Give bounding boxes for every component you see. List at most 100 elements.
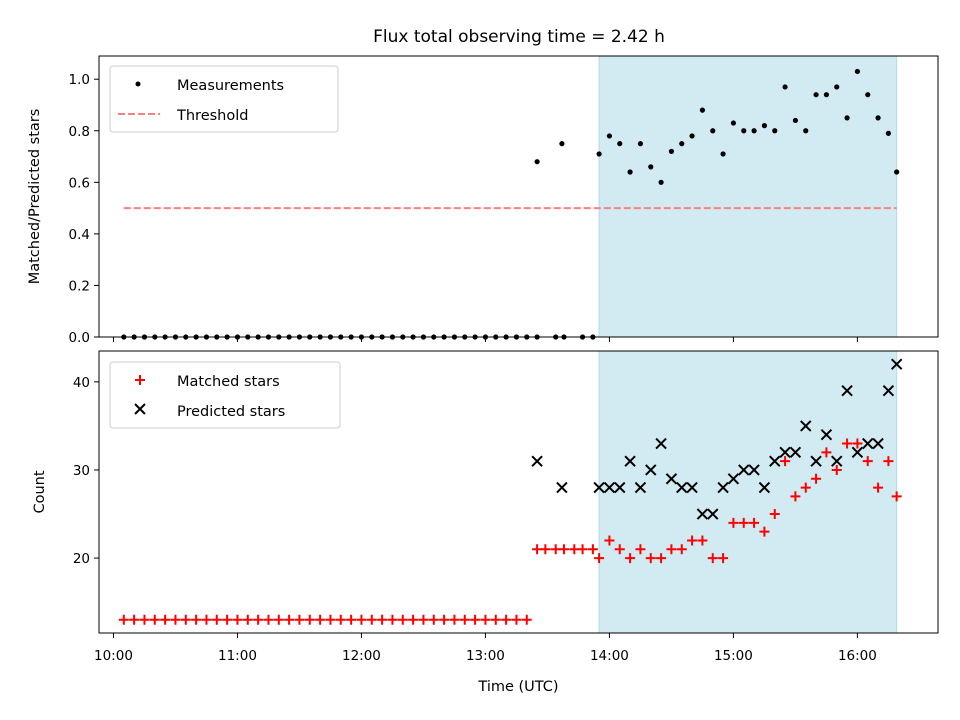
predicted-star-point	[603, 481, 616, 494]
matched-star-point	[594, 553, 605, 564]
matched-star-point	[728, 517, 739, 528]
observing-window-shade	[598, 350, 898, 634]
measurement-point	[803, 128, 809, 134]
predicted-star-point	[676, 481, 688, 494]
ratio-ytick-label: 0.4	[69, 227, 90, 243]
matched-star-point	[449, 614, 460, 625]
measurement-point	[658, 179, 664, 185]
count-legend: Matched stars Predicted stars	[109, 361, 341, 429]
predicted-star-point	[872, 437, 884, 450]
measurement-point	[875, 115, 881, 121]
matched-star-point	[459, 614, 470, 625]
matched-star-point	[759, 526, 770, 537]
measurement-point	[813, 92, 819, 98]
matched-star-point	[558, 544, 569, 555]
x-axis-label: Time (UTC)	[477, 679, 558, 695]
ratio-panel-frame	[98, 55, 939, 338]
matched-star-point	[873, 482, 884, 493]
measurement-point	[679, 141, 685, 147]
predicted-star-point	[645, 464, 657, 476]
matched-star-point	[377, 614, 388, 625]
measurement-point	[720, 151, 726, 157]
measurement-point	[894, 169, 900, 175]
count-panel: 20 30 40 10:00 11:00 12:00 13:00 14:00 15:00 16:…	[32, 350, 939, 695]
matched-star-point	[852, 438, 863, 449]
count-ytick-label: 40	[73, 375, 90, 391]
matched-star-point	[718, 553, 729, 564]
predicted-star-point	[851, 446, 864, 459]
predicted-star-point	[748, 464, 760, 476]
predicted-star-point	[686, 481, 698, 494]
measurement-point	[865, 92, 871, 98]
matched-star-point	[387, 614, 398, 625]
matched-star-point	[315, 614, 326, 625]
matched-star-point	[862, 456, 873, 467]
legend-predicted-marker	[134, 403, 146, 415]
matched-star-point	[831, 464, 842, 475]
matched-star-point	[356, 614, 367, 625]
predicted-star-point	[862, 437, 874, 450]
matched-star-point	[769, 509, 780, 520]
measurement-point	[606, 133, 613, 139]
matched-star-point	[222, 614, 233, 625]
matched-star-point	[139, 614, 150, 625]
xtick-label: 11:00	[218, 648, 257, 664]
observing-window-shade	[598, 55, 898, 338]
measurement-point	[699, 107, 706, 113]
measurement-point	[689, 133, 695, 139]
matched-star-point	[676, 544, 687, 555]
predicted-star-point	[789, 446, 802, 459]
measurement-point	[772, 128, 778, 134]
matched-star-point	[625, 553, 636, 564]
measurement-point	[751, 128, 757, 134]
predicted-star-point	[882, 384, 895, 397]
matched-star-point	[645, 553, 656, 564]
predicted-star-point	[556, 481, 568, 494]
count-legend-box	[109, 361, 341, 429]
matched-star-point	[501, 614, 512, 625]
matched-star-point	[397, 614, 408, 625]
matched-star-point	[749, 517, 760, 528]
predicted-star-point	[779, 446, 791, 459]
measurement-point	[885, 130, 892, 136]
matched-star-point	[780, 456, 791, 467]
matched-star-point	[738, 517, 749, 528]
matched-star-point	[470, 614, 481, 625]
predicted-star-point	[717, 481, 729, 494]
matched-star-point	[821, 447, 832, 458]
predicted-star-point	[758, 481, 771, 494]
matched-star-point	[697, 535, 708, 546]
predicted-star-point	[831, 455, 843, 467]
predicted-star-point	[707, 508, 719, 520]
xtick-label: 13:00	[466, 648, 505, 664]
matched-star-point	[540, 544, 551, 555]
predicted-star-point	[890, 358, 903, 370]
measurement-point	[596, 151, 602, 157]
xtick-label: 12:00	[342, 648, 381, 664]
measurement-point	[782, 84, 788, 90]
matched-star-point	[284, 614, 295, 625]
matched-star-point	[577, 544, 588, 555]
measurement-point	[668, 148, 675, 154]
legend-matched-marker	[135, 375, 145, 385]
matched-star-point	[790, 491, 801, 502]
predicted-star-point	[841, 384, 853, 397]
matched-star-point	[118, 614, 129, 625]
legend-matched-label: Matched stars	[177, 374, 280, 390]
matched-star-point	[511, 614, 522, 625]
ratio-ytick-label: 1.0	[69, 72, 90, 88]
matched-star-point	[707, 553, 718, 564]
measurement-point	[627, 169, 633, 175]
matched-star-point	[635, 544, 646, 555]
ratio-legend-box	[109, 65, 339, 133]
predicted-star-point	[769, 455, 781, 467]
measurement-point	[854, 68, 861, 75]
matched-star-point	[335, 614, 346, 625]
count-ytick-label: 20	[73, 551, 90, 567]
matched-star-point	[408, 614, 419, 625]
ratio-y-axis-label: Matched/Predicted stars	[27, 109, 43, 285]
matched-star-point	[891, 491, 902, 502]
matched-star-point	[170, 614, 181, 625]
predicted-star-point	[738, 464, 750, 476]
